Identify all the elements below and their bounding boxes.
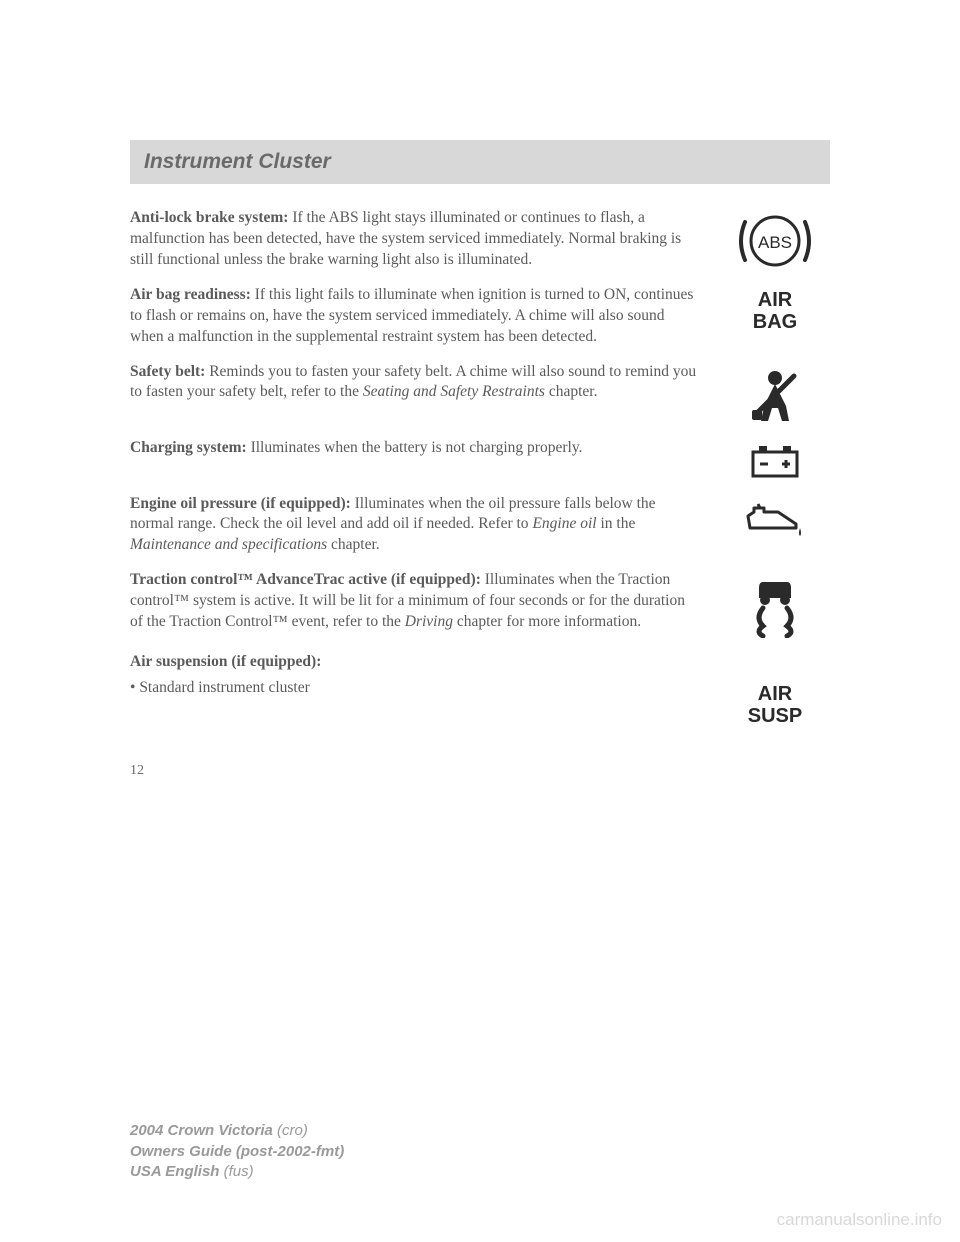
footer-line3: USA English (fus) xyxy=(130,1162,344,1182)
traction-icon xyxy=(720,570,830,638)
airbag-icon-line1: AIR xyxy=(753,289,797,311)
oil-body-b: in the xyxy=(597,515,636,532)
charging-label: Charging system: xyxy=(130,439,251,456)
footer-line1: 2004 Crown Victoria (cro) xyxy=(130,1121,344,1141)
section-oil: Engine oil pressure (if equipped): Illum… xyxy=(130,494,830,557)
section-charging: Charging system: Illuminates when the ba… xyxy=(130,438,830,480)
oil-body-c: chapter. xyxy=(327,536,380,553)
airsusp-bullet: Standard instrument cluster xyxy=(130,679,720,697)
oil-text: Engine oil pressure (if equipped): Illum… xyxy=(130,494,720,557)
traction-body-b: chapter for more information. xyxy=(453,613,641,630)
traction-text: Traction control™ AdvanceTrac active (if… xyxy=(130,570,720,633)
svg-text:ABS: ABS xyxy=(758,233,792,252)
oil-can-icon xyxy=(720,494,830,540)
section-header: Instrument Cluster xyxy=(144,150,816,174)
belt-italic: Seating and Safety Restraints xyxy=(363,383,545,400)
airbag-icon-line2: BAG xyxy=(753,311,797,333)
footer: 2004 Crown Victoria (cro) Owners Guide (… xyxy=(130,1121,344,1182)
belt-label: Safety belt: xyxy=(130,363,209,380)
charging-body: Illuminates when the battery is not char… xyxy=(251,439,583,456)
abs-text: Anti-lock brake system: If the ABS light… xyxy=(130,208,720,271)
oil-italic-a: Engine oil xyxy=(532,515,596,532)
seatbelt-icon xyxy=(720,362,830,424)
section-belt: Safety belt: Reminds you to fasten your … xyxy=(130,362,830,424)
belt-body-b: chapter. xyxy=(545,383,598,400)
airsusp-label-row: Air suspension (if equipped): xyxy=(130,652,830,673)
page-number: 12 xyxy=(130,763,830,779)
traction-label: Traction control™ AdvanceTrac active (if… xyxy=(130,571,485,588)
belt-text: Safety belt: Reminds you to fasten your … xyxy=(130,362,720,404)
battery-icon xyxy=(720,438,830,480)
airsusp-bullet-row: Standard instrument cluster AIR SUSP xyxy=(130,679,830,727)
airbag-icon: AIR BAG xyxy=(720,285,830,333)
airsusp-label: Air suspension (if equipped): xyxy=(130,653,321,670)
airsusp-icon-line1: AIR xyxy=(748,683,802,705)
airsusp-icon-line2: SUSP xyxy=(748,705,802,727)
charging-text: Charging system: Illuminates when the ba… xyxy=(130,438,720,459)
section-airbag: Air bag readiness: If this light fails t… xyxy=(130,285,830,348)
airbag-text: Air bag readiness: If this light fails t… xyxy=(130,285,720,348)
oil-label: Engine oil pressure (if equipped): xyxy=(130,495,355,512)
oil-italic-b: Maintenance and specifications xyxy=(130,536,327,553)
header-band: Instrument Cluster xyxy=(130,140,830,184)
manual-page: Instrument Cluster Anti-lock brake syste… xyxy=(0,0,960,779)
section-traction: Traction control™ AdvanceTrac active (if… xyxy=(130,570,830,638)
section-abs: Anti-lock brake system: If the ABS light… xyxy=(130,208,830,271)
watermark: carmanualsonline.info xyxy=(777,1210,942,1230)
airsusp-icon: AIR SUSP xyxy=(720,679,830,727)
section-airsusp: Air suspension (if equipped): Standard i… xyxy=(130,652,830,727)
abs-label: Anti-lock brake system: xyxy=(130,209,292,226)
abs-icon: ABS xyxy=(720,208,830,270)
traction-italic: Driving xyxy=(405,613,453,630)
footer-line2: Owners Guide (post-2002-fmt) xyxy=(130,1142,344,1162)
airbag-label: Air bag readiness: xyxy=(130,286,255,303)
